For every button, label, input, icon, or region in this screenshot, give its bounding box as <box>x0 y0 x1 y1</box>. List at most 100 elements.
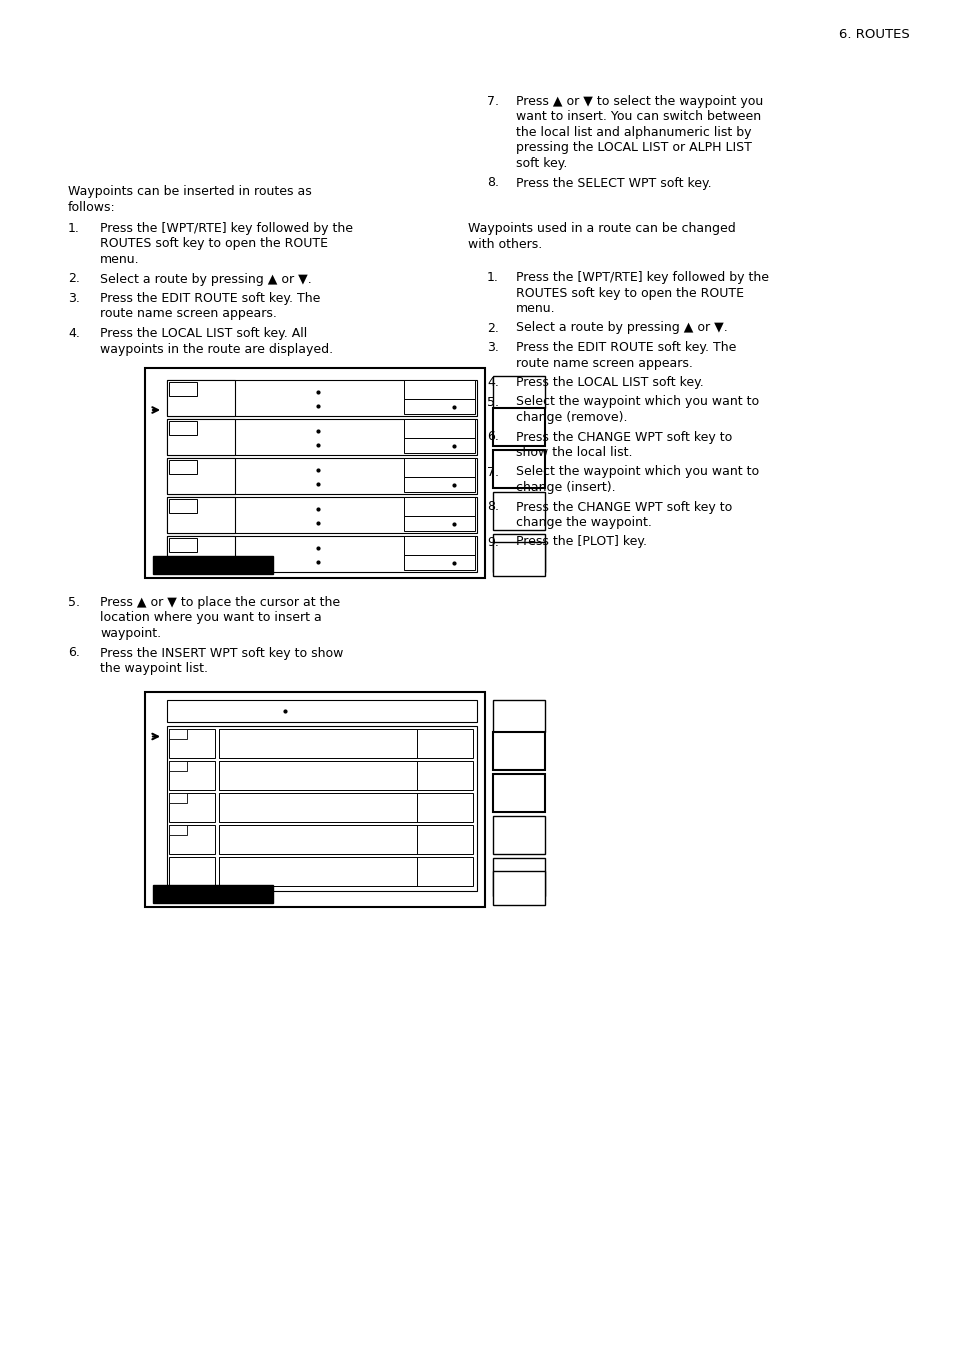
Text: 4.: 4. <box>68 327 80 340</box>
Text: Waypoints can be inserted in routes as: Waypoints can be inserted in routes as <box>68 185 312 199</box>
Bar <box>145 367 484 578</box>
Text: 9.: 9. <box>486 535 498 549</box>
Text: 4.: 4. <box>486 376 498 389</box>
Bar <box>169 422 196 435</box>
Bar <box>493 450 544 488</box>
Text: show the local list.: show the local list. <box>516 446 632 459</box>
Text: 8.: 8. <box>486 500 498 513</box>
Bar <box>167 380 476 416</box>
Text: menu.: menu. <box>516 303 555 315</box>
Bar <box>403 458 475 477</box>
Bar <box>167 536 476 571</box>
Text: Press the LOCAL LIST soft key. All: Press the LOCAL LIST soft key. All <box>100 327 307 340</box>
Bar <box>152 885 273 902</box>
Text: 3.: 3. <box>68 292 80 305</box>
Bar <box>493 700 544 731</box>
Bar <box>493 376 544 408</box>
Text: waypoint.: waypoint. <box>100 627 161 640</box>
Bar <box>167 458 234 494</box>
Text: Select the waypoint which you want to: Select the waypoint which you want to <box>516 466 759 478</box>
Text: pressing the LOCAL LIST or ALPH LIST: pressing the LOCAL LIST or ALPH LIST <box>516 142 751 154</box>
Text: Press ▲ or ▼ to select the waypoint you: Press ▲ or ▼ to select the waypoint you <box>516 95 762 108</box>
Bar <box>219 728 416 758</box>
Text: the local list and alphanumeric list by: the local list and alphanumeric list by <box>516 126 751 139</box>
Text: 6. ROUTES: 6. ROUTES <box>839 28 909 41</box>
Bar <box>493 408 544 446</box>
Bar <box>169 824 214 854</box>
Bar <box>167 419 476 455</box>
Text: Press the SELECT WPT soft key.: Press the SELECT WPT soft key. <box>516 177 711 189</box>
Text: location where you want to insert a: location where you want to insert a <box>100 612 321 624</box>
Text: Press the [PLOT] key.: Press the [PLOT] key. <box>516 535 646 549</box>
Bar <box>152 557 273 574</box>
Bar <box>493 870 544 905</box>
Bar <box>219 761 416 789</box>
Text: change the waypoint.: change the waypoint. <box>516 516 651 530</box>
Text: menu.: menu. <box>100 253 139 266</box>
Bar <box>169 793 214 821</box>
Text: Press the INSERT WPT soft key to show: Press the INSERT WPT soft key to show <box>100 647 343 659</box>
Bar <box>403 419 475 438</box>
Bar <box>169 459 196 474</box>
Bar <box>169 761 187 770</box>
Text: 8.: 8. <box>486 177 498 189</box>
Bar <box>219 761 473 789</box>
Bar <box>403 497 475 516</box>
Text: 2.: 2. <box>68 273 80 285</box>
Bar <box>169 728 187 739</box>
Bar <box>169 499 196 513</box>
Bar <box>219 824 416 854</box>
Bar <box>167 725 476 890</box>
Bar <box>403 516 475 531</box>
Bar <box>169 728 214 758</box>
Bar <box>403 536 475 555</box>
Bar <box>403 555 475 570</box>
Bar <box>167 497 476 534</box>
Text: change (insert).: change (insert). <box>516 481 615 494</box>
Text: ROUTES soft key to open the ROUTE: ROUTES soft key to open the ROUTE <box>100 238 328 250</box>
Bar <box>219 728 473 758</box>
Bar <box>169 824 187 835</box>
Text: 6.: 6. <box>68 647 80 659</box>
Bar <box>403 399 475 413</box>
Bar <box>169 793 187 802</box>
Text: 1.: 1. <box>68 222 80 235</box>
Text: the waypoint list.: the waypoint list. <box>100 662 208 676</box>
Text: 6.: 6. <box>486 431 498 443</box>
Text: 1.: 1. <box>486 272 498 284</box>
Bar <box>167 536 234 571</box>
Text: Press ▲ or ▼ to place the cursor at the: Press ▲ or ▼ to place the cursor at the <box>100 596 340 609</box>
Bar <box>167 458 476 494</box>
Text: 3.: 3. <box>486 340 498 354</box>
Bar <box>169 761 214 789</box>
Bar <box>169 538 196 553</box>
Bar <box>493 858 544 896</box>
Text: want to insert. You can switch between: want to insert. You can switch between <box>516 111 760 123</box>
Text: Select the waypoint which you want to: Select the waypoint which you want to <box>516 396 759 408</box>
Text: 7.: 7. <box>486 95 498 108</box>
Bar <box>167 497 234 534</box>
Bar <box>169 382 196 396</box>
Text: Press the LOCAL LIST soft key.: Press the LOCAL LIST soft key. <box>516 376 703 389</box>
Text: Press the EDIT ROUTE soft key. The: Press the EDIT ROUTE soft key. The <box>516 340 736 354</box>
Text: ROUTES soft key to open the ROUTE: ROUTES soft key to open the ROUTE <box>516 286 743 300</box>
Bar <box>167 700 476 721</box>
Text: Press the [WPT/RTE] key followed by the: Press the [WPT/RTE] key followed by the <box>516 272 768 284</box>
Text: Press the EDIT ROUTE soft key. The: Press the EDIT ROUTE soft key. The <box>100 292 320 305</box>
Text: 2.: 2. <box>486 322 498 335</box>
Bar <box>219 824 473 854</box>
Text: change (remove).: change (remove). <box>516 411 627 424</box>
Bar <box>403 477 475 492</box>
Text: with others.: with others. <box>468 238 541 250</box>
Bar <box>493 816 544 854</box>
Bar <box>403 380 475 399</box>
Text: route name screen appears.: route name screen appears. <box>100 308 276 320</box>
Bar <box>219 857 473 885</box>
Text: Select a route by pressing ▲ or ▼.: Select a route by pressing ▲ or ▼. <box>100 273 312 285</box>
Bar <box>493 542 544 576</box>
Text: follows:: follows: <box>68 201 115 213</box>
Bar <box>167 419 234 455</box>
Text: route name screen appears.: route name screen appears. <box>516 357 692 370</box>
Text: 7.: 7. <box>486 466 498 478</box>
Text: Press the CHANGE WPT soft key to: Press the CHANGE WPT soft key to <box>516 431 732 443</box>
